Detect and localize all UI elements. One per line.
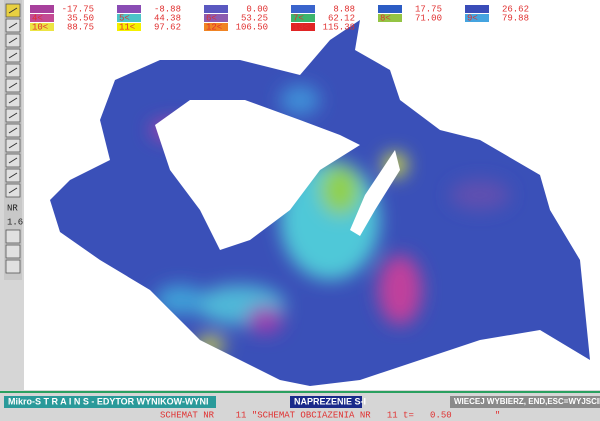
status-mode-box xyxy=(290,396,362,408)
legend-value: 17.75 xyxy=(415,4,442,14)
legend-value: 0.00 xyxy=(246,4,268,14)
legend-swatch xyxy=(117,5,141,13)
hole xyxy=(350,150,400,236)
tool-button[interactable] xyxy=(5,229,21,244)
legend-swatch xyxy=(378,14,402,22)
toolbar: NR 1.6 xyxy=(4,0,23,280)
legend-value: 97.62 xyxy=(154,22,181,32)
legend-marker: 4< xyxy=(32,13,43,23)
legend-value: 106.50 xyxy=(236,22,268,32)
legend-value: 62.12 xyxy=(328,13,355,23)
tool-icon xyxy=(8,187,18,194)
legend-swatch xyxy=(291,5,315,13)
legend-marker: 12< xyxy=(206,22,222,32)
hole xyxy=(155,100,360,250)
legend-value: 35.50 xyxy=(67,13,94,23)
legend-value: 53.25 xyxy=(241,13,268,23)
legend-swatch xyxy=(204,5,228,13)
legend-swatch xyxy=(465,5,489,13)
tool-icon xyxy=(8,127,18,134)
status-mode: NAPREZENIE S-I xyxy=(294,396,366,406)
legend-swatch xyxy=(117,23,141,31)
legend-value: 79.88 xyxy=(502,13,529,23)
legend-value: 88.75 xyxy=(67,22,94,32)
legend-swatch xyxy=(291,14,315,22)
legend-value: 115.38 xyxy=(323,22,355,32)
tool-icon xyxy=(8,112,18,119)
legend-swatch xyxy=(291,23,315,31)
legend-swatch xyxy=(378,5,402,13)
legend-swatch xyxy=(465,14,489,22)
legend-marker: 11< xyxy=(119,22,135,32)
schema-line: SCHEMAT NR 11 "SCHEMAT OBCIAZENIA NR 11 … xyxy=(160,410,500,420)
legend-swatch xyxy=(204,23,228,31)
legend-swatch xyxy=(204,14,228,22)
tool-icon xyxy=(8,22,18,29)
legend-value: 26.62 xyxy=(502,4,529,14)
tool-icon xyxy=(8,172,18,179)
status-hint: WIECEJ WYBIERZ, END,ESC=WYJSCIE xyxy=(454,397,600,406)
toolbar-label: NR xyxy=(7,203,18,213)
tool-icon xyxy=(8,7,18,14)
legend-marker: 10< xyxy=(32,22,48,32)
toolbar-label: 1.6 xyxy=(7,217,23,227)
legend-marker: 5< xyxy=(119,13,130,23)
legend-marker: 13< xyxy=(293,22,309,32)
legend-swatch xyxy=(30,5,54,13)
status-hint-box xyxy=(450,396,600,408)
legend-marker: 6< xyxy=(206,13,217,23)
tool-button[interactable] xyxy=(5,259,21,274)
legend: -17.75 -8.88 0.00 8.88 17.75 26.62 4< 35.50 5< 44… xyxy=(30,4,529,32)
tool-icon xyxy=(8,97,18,104)
legend-swatch xyxy=(30,23,54,31)
tool-icon xyxy=(8,67,18,74)
legend-value: 8.88 xyxy=(333,4,355,14)
tool-icon xyxy=(8,52,18,59)
legend-swatch xyxy=(30,14,54,22)
tool-icon xyxy=(8,157,18,164)
legend-value: -17.75 xyxy=(62,4,94,14)
legend-marker: 8< xyxy=(380,13,391,23)
tool-icon xyxy=(8,37,18,44)
status-title: Mikro-S T R A I N S - EDYTOR WYNIKOW-WYN… xyxy=(8,396,208,406)
tool-icon xyxy=(8,142,18,149)
status-title-box xyxy=(4,396,216,408)
tool-button[interactable] xyxy=(5,244,21,259)
tool-icon xyxy=(8,82,18,89)
legend-value: -8.88 xyxy=(154,4,181,14)
legend-marker: 9< xyxy=(467,13,478,23)
legend-marker: 7< xyxy=(293,13,304,23)
legend-swatch xyxy=(117,14,141,22)
legend-value: 71.00 xyxy=(415,13,442,23)
legend-value: 44.38 xyxy=(154,13,181,23)
